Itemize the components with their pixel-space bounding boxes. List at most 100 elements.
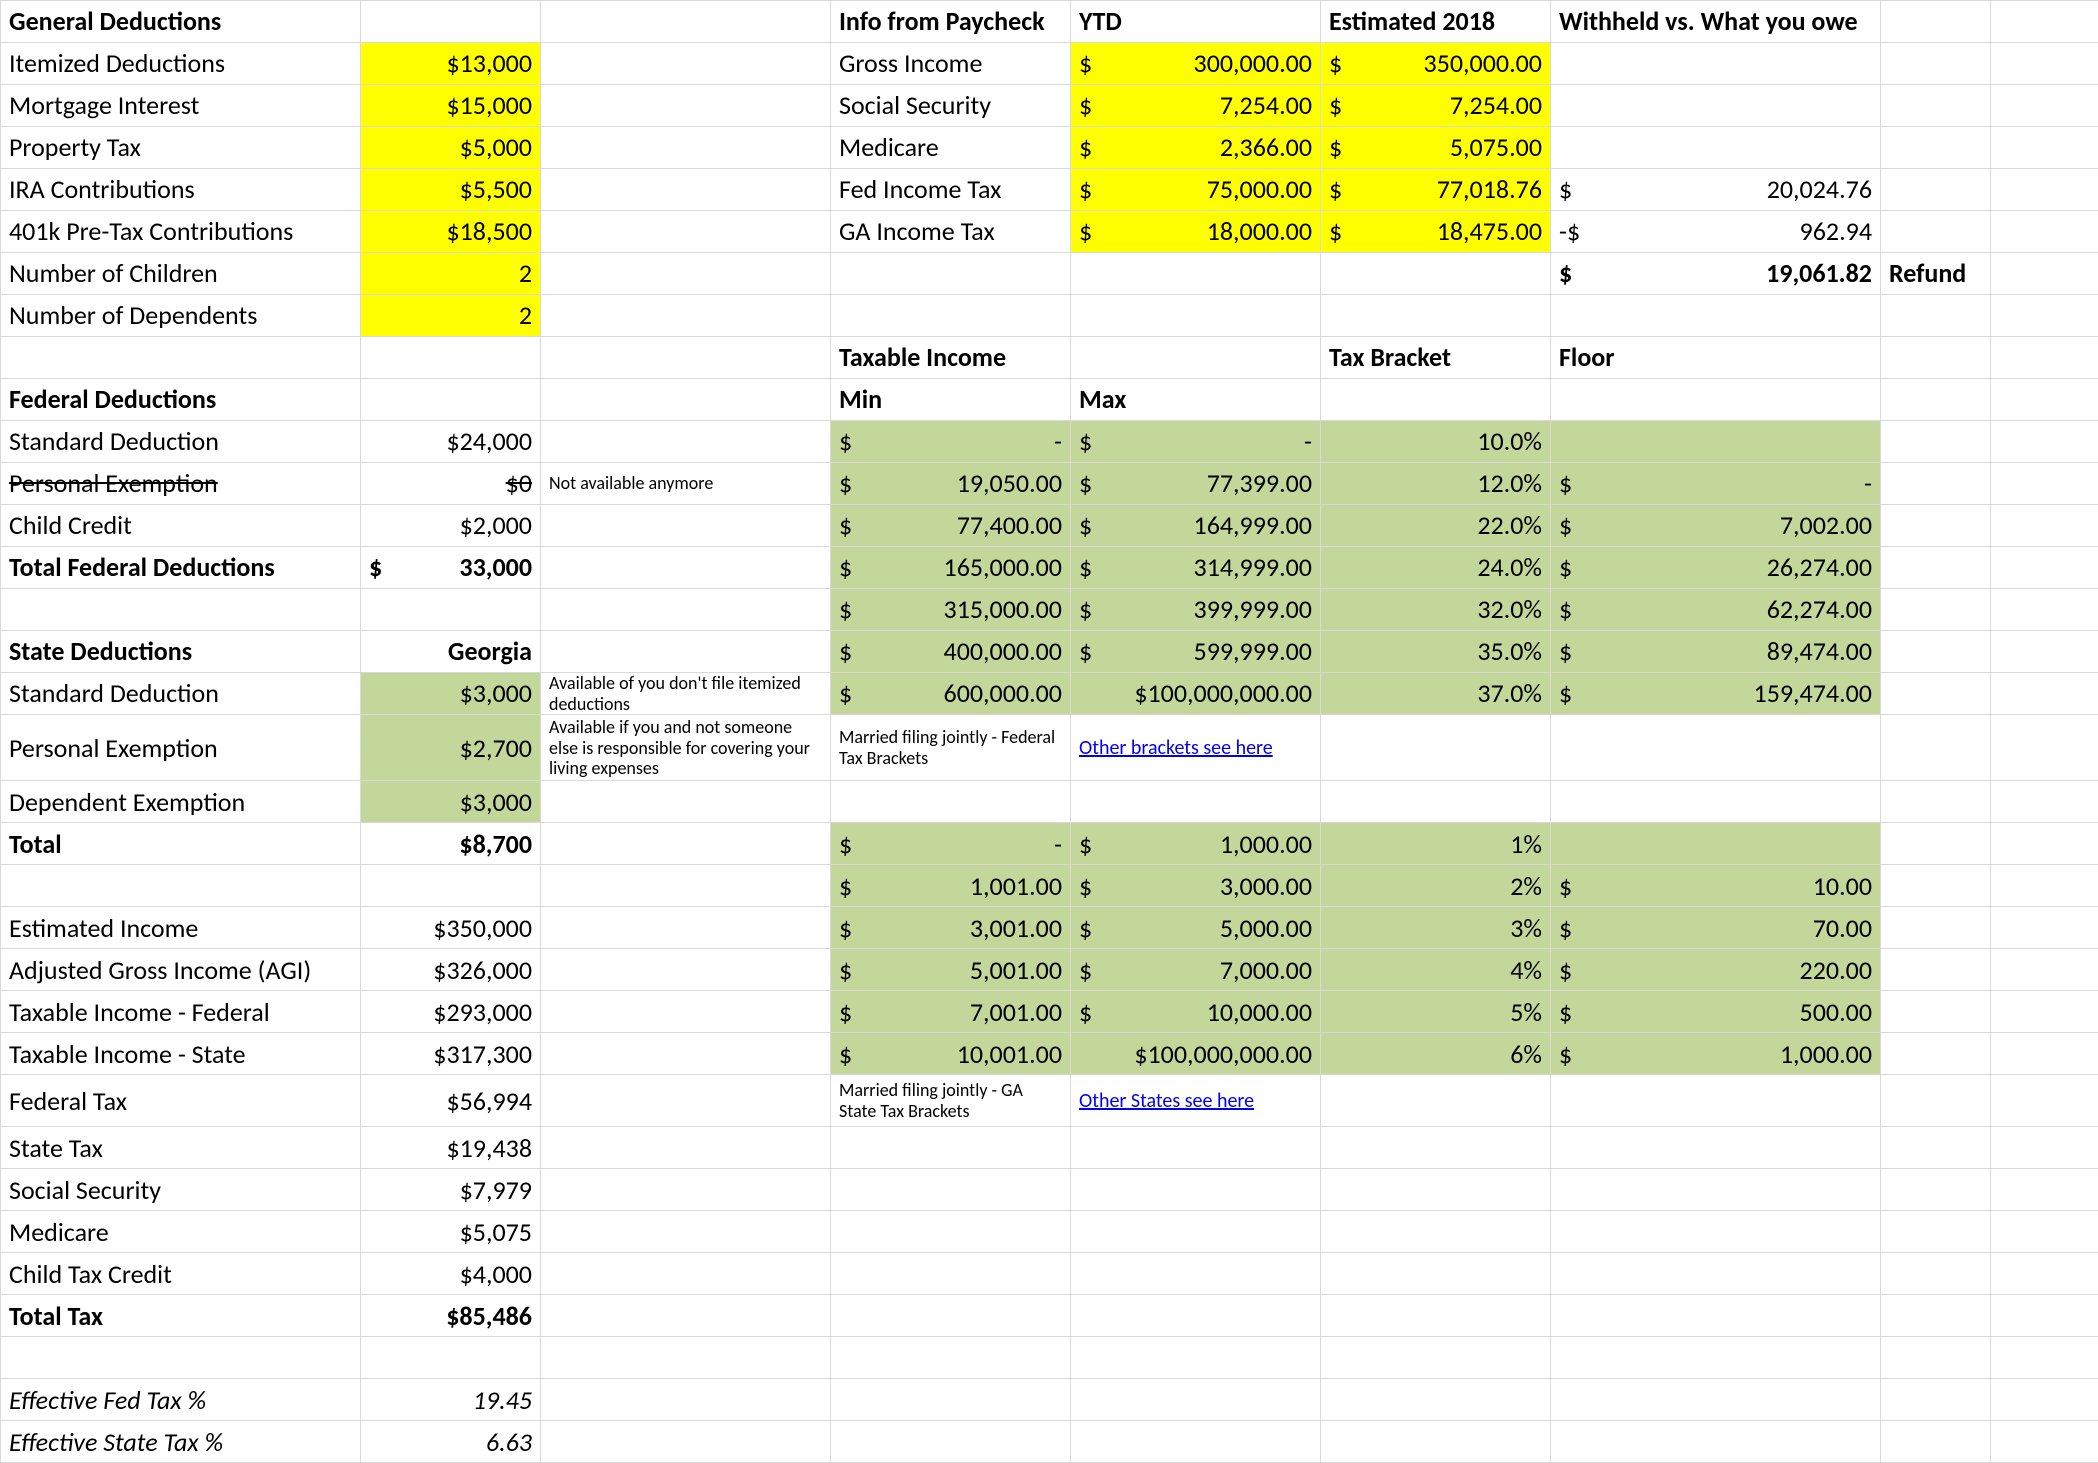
fed-personal-value: $0 xyxy=(361,463,541,505)
bracket-rate: 37.0% xyxy=(1321,673,1551,715)
cell xyxy=(1551,1337,1881,1379)
cell xyxy=(1991,463,2098,505)
cell xyxy=(831,1337,1071,1379)
gd-label: Property Tax xyxy=(1,127,361,169)
cell xyxy=(1991,1075,2098,1127)
cell xyxy=(1071,1337,1321,1379)
est-value[interactable]: $7,254.00 xyxy=(1321,85,1551,127)
ti-state-label: Taxable Income - State xyxy=(1,1033,361,1075)
fed-brackets-link[interactable]: Other brackets see here xyxy=(1071,715,1321,781)
cell xyxy=(1551,1421,1881,1463)
bracket-rate: 4% xyxy=(1321,949,1551,991)
cell xyxy=(1991,631,2098,673)
fed-personal-label: Personal Exemption xyxy=(1,463,361,505)
gd-value[interactable]: $5,500 xyxy=(361,169,541,211)
bracket-max: $100,000,000.00 xyxy=(1071,673,1321,715)
cell xyxy=(1991,1379,2098,1421)
ytd-value[interactable]: $75,000.00 xyxy=(1071,169,1321,211)
cell xyxy=(1321,253,1551,295)
cell xyxy=(1881,421,1991,463)
bracket-min: $77,400.00 xyxy=(831,505,1071,547)
eff-state-label: Effective State Tax % xyxy=(1,1421,361,1463)
children-value[interactable]: 2 xyxy=(361,253,541,295)
gd-value[interactable]: $13,000 xyxy=(361,43,541,85)
ytd-value[interactable]: $18,000.00 xyxy=(1071,211,1321,253)
ytd-value[interactable]: $300,000.00 xyxy=(1071,43,1321,85)
medicare-value: $5,075 xyxy=(361,1211,541,1253)
est-value[interactable]: $18,475.00 xyxy=(1321,211,1551,253)
cell xyxy=(541,1253,831,1295)
cell xyxy=(1881,1075,1991,1127)
ytd-value[interactable]: $2,366.00 xyxy=(1071,127,1321,169)
cell xyxy=(1881,379,1991,421)
eff-state-value: 6.63 xyxy=(361,1421,541,1463)
cell xyxy=(1881,631,1991,673)
est-value[interactable]: $350,000.00 xyxy=(1321,43,1551,85)
cell xyxy=(831,1253,1071,1295)
fed-personal-note: Not available anymore xyxy=(541,463,831,505)
est-value[interactable]: $77,018.76 xyxy=(1321,169,1551,211)
cell xyxy=(1991,781,2098,823)
cell xyxy=(1551,379,1881,421)
cell xyxy=(1881,1169,1991,1211)
bracket-min: $3,001.00 xyxy=(831,907,1071,949)
cell xyxy=(1071,1379,1321,1421)
cell xyxy=(541,505,831,547)
bracket-min: $- xyxy=(831,421,1071,463)
cell xyxy=(361,865,541,907)
state-personal-label: Personal Exemption xyxy=(1,715,361,781)
bracket-floor: $10.00 xyxy=(1551,865,1881,907)
cell xyxy=(1991,949,2098,991)
cell xyxy=(1881,865,1991,907)
cell xyxy=(541,1295,831,1337)
gd-value[interactable]: $5,000 xyxy=(361,127,541,169)
state-std-label: Standard Deduction xyxy=(1,673,361,715)
bracket-rate: 10.0% xyxy=(1321,421,1551,463)
bracket-max: $5,000.00 xyxy=(1071,907,1321,949)
cell xyxy=(1991,505,2098,547)
bracket-floor: $89,474.00 xyxy=(1551,631,1881,673)
cell xyxy=(1991,127,2098,169)
bracket-rate: 1% xyxy=(1321,823,1551,865)
cell xyxy=(1991,865,2098,907)
ytd-value[interactable]: $7,254.00 xyxy=(1071,85,1321,127)
cell xyxy=(541,337,831,379)
cell xyxy=(1991,295,2098,337)
bracket-floor: $220.00 xyxy=(1551,949,1881,991)
gd-label: IRA Contributions xyxy=(1,169,361,211)
cell xyxy=(361,589,541,631)
bracket-min: $- xyxy=(831,823,1071,865)
cell xyxy=(831,781,1071,823)
cell xyxy=(541,823,831,865)
cell xyxy=(1881,505,1991,547)
dependents-label: Number of Dependents xyxy=(1,295,361,337)
ss-value: $7,979 xyxy=(361,1169,541,1211)
state-brackets-link[interactable]: Other States see here xyxy=(1071,1075,1321,1127)
bracket-rate: 12.0% xyxy=(1321,463,1551,505)
cell xyxy=(831,295,1071,337)
bracket-max: $164,999.00 xyxy=(1071,505,1321,547)
cell xyxy=(541,421,831,463)
cell xyxy=(1071,1169,1321,1211)
gd-label: Mortgage Interest xyxy=(1,85,361,127)
cell xyxy=(1551,1211,1881,1253)
ti-fed-value: $293,000 xyxy=(361,991,541,1033)
dependents-value[interactable]: 2 xyxy=(361,295,541,337)
bracket-max: $10,000.00 xyxy=(1071,991,1321,1033)
state-dep-label: Dependent Exemption xyxy=(1,781,361,823)
cell xyxy=(541,547,831,589)
gd-value[interactable]: $18,500 xyxy=(361,211,541,253)
est-value[interactable]: $5,075.00 xyxy=(1321,127,1551,169)
cell xyxy=(1881,1127,1991,1169)
cell xyxy=(831,1421,1071,1463)
gd-value[interactable]: $15,000 xyxy=(361,85,541,127)
spreadsheet-table: General DeductionsInfo from PaycheckYTDE… xyxy=(0,0,2098,1463)
withheld-value: $20,024.76 xyxy=(1551,169,1881,211)
withheld-value: -$962.94 xyxy=(1551,211,1881,253)
cell xyxy=(1881,1211,1991,1253)
ctc-value: $4,000 xyxy=(361,1253,541,1295)
cell xyxy=(541,949,831,991)
bracket-floor: $7,002.00 xyxy=(1551,505,1881,547)
state-dep-value: $3,000 xyxy=(361,781,541,823)
cell xyxy=(541,1127,831,1169)
